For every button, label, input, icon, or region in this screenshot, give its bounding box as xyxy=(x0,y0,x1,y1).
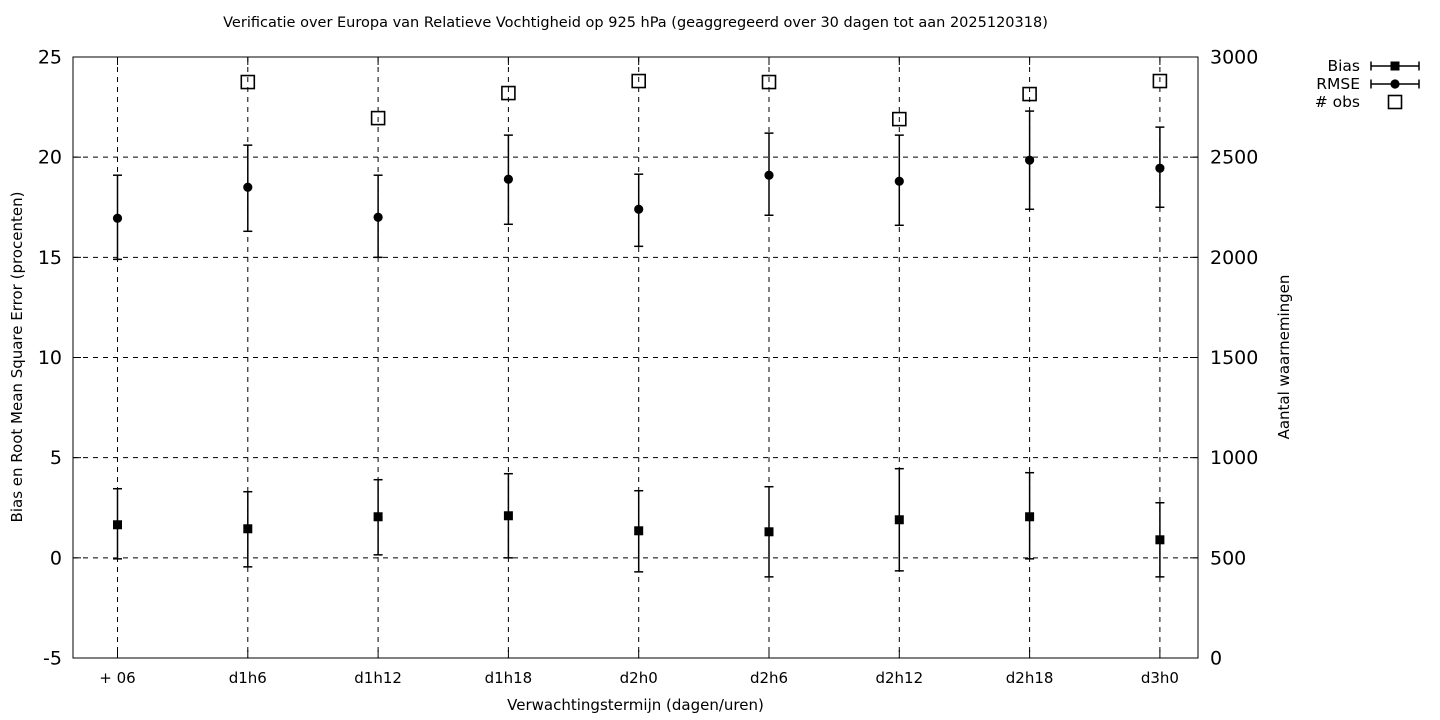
left-tick-label: -5 xyxy=(43,648,62,670)
bias-point xyxy=(1025,512,1035,522)
x-tick-label: d2h18 xyxy=(1006,669,1054,687)
axis-tick-labels: -5 0 5 10 15 20 25 0 500 1000 1500 2000 2500 3000 + 06… xyxy=(38,47,1259,688)
rmse-point xyxy=(373,212,383,222)
legend-label-bias: Bias xyxy=(1327,57,1360,75)
left-tick-label: 10 xyxy=(38,347,62,369)
rmse-point xyxy=(243,182,253,192)
left-tick-label: 15 xyxy=(38,247,62,269)
legend-item-bias: Bias xyxy=(1292,57,1422,75)
legend: Bias RMSE # obs xyxy=(1292,57,1422,111)
bias-point xyxy=(373,512,383,522)
rmse-point xyxy=(634,204,644,214)
x-tick-label: d2h12 xyxy=(875,669,923,687)
rmse-errorbar-circle-icon xyxy=(1370,79,1420,89)
obs-point xyxy=(1152,73,1168,89)
obs-point xyxy=(631,73,647,89)
series-rmse xyxy=(112,110,1165,261)
obs-open-square-icon xyxy=(1387,94,1403,110)
bias-point xyxy=(764,527,774,537)
bias-point xyxy=(113,520,122,530)
obs-point xyxy=(891,111,907,127)
rmse-point xyxy=(894,176,904,186)
obs-point xyxy=(1022,86,1037,102)
x-tick-label: d2h6 xyxy=(750,669,788,687)
bias-point xyxy=(1155,535,1165,545)
chart-title: Verificatie over Europa van Relatieve Vo… xyxy=(223,15,1048,31)
x-tick-label: d2h0 xyxy=(620,669,658,687)
bias-point xyxy=(243,524,253,534)
right-tick-label: 500 xyxy=(1210,547,1246,569)
legend-label-obs: # obs xyxy=(1314,93,1360,111)
obs-point xyxy=(501,85,516,101)
rmse-point xyxy=(1155,163,1165,173)
right-tick-label: 3000 xyxy=(1210,47,1258,69)
right-tick-label: 0 xyxy=(1210,648,1222,670)
x-tick-label: d1h6 xyxy=(229,669,267,687)
right-tick-label: 1000 xyxy=(1210,447,1258,469)
bias-point xyxy=(634,526,644,536)
bias-errorbar-square-icon xyxy=(1370,61,1420,71)
right-tick-label: 2000 xyxy=(1210,247,1258,269)
series-obs xyxy=(240,73,1168,127)
left-tick-label: 25 xyxy=(38,47,62,69)
series-bias xyxy=(113,467,1165,578)
bias-point xyxy=(503,511,513,521)
x-axis-title: Verwachtingstermijn (dagen/uren) xyxy=(507,696,764,714)
right-tick-label: 2500 xyxy=(1210,147,1258,169)
left-tick-label: 20 xyxy=(38,147,62,169)
x-tick-label: d3h0 xyxy=(1141,669,1179,687)
obs-point xyxy=(370,110,386,126)
x-tick-label: d1h12 xyxy=(354,669,402,687)
x-tick-label: d1h18 xyxy=(485,669,533,687)
rmse-point xyxy=(1025,155,1035,165)
rmse-point xyxy=(503,174,513,184)
left-tick-label: 0 xyxy=(50,547,62,569)
right-tick-label: 1500 xyxy=(1210,347,1258,369)
rmse-point xyxy=(764,170,774,180)
bias-point xyxy=(894,515,904,525)
obs-point xyxy=(761,74,777,90)
legend-label-rmse: RMSE xyxy=(1316,75,1360,93)
obs-point xyxy=(240,74,256,90)
legend-item-rmse: RMSE xyxy=(1292,75,1422,93)
legend-item-obs: # obs xyxy=(1292,93,1422,111)
rmse-point xyxy=(112,213,123,223)
axis-ticks xyxy=(73,56,1198,659)
left-tick-label: 5 xyxy=(50,447,62,469)
x-tick-label: + 06 xyxy=(99,669,135,687)
